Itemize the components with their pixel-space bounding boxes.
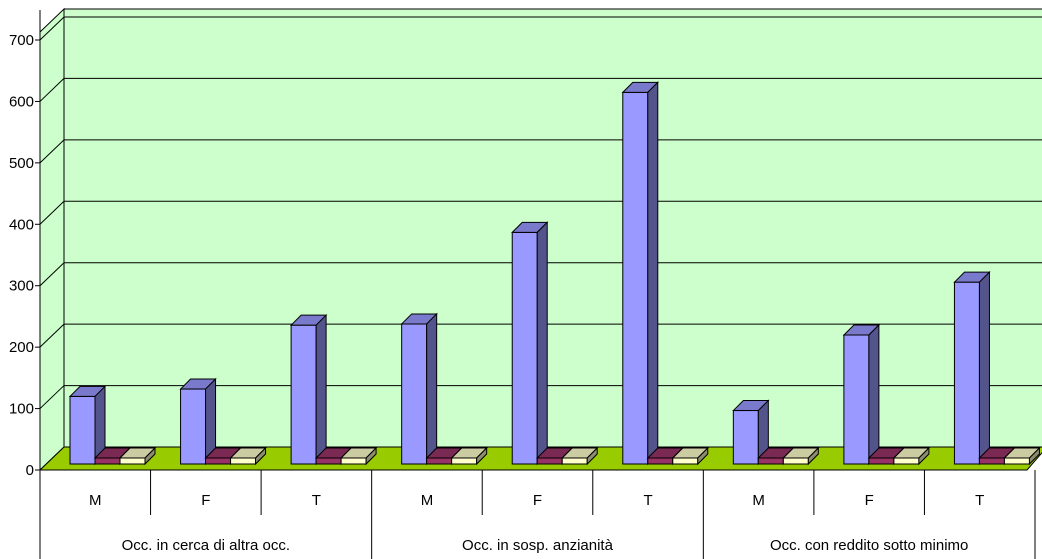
x-tick-label: T bbox=[643, 492, 652, 509]
bar-side bbox=[315, 313, 327, 466]
bar-front bbox=[893, 457, 920, 465]
bar-front bbox=[536, 457, 563, 465]
x-tick-label: F bbox=[865, 492, 874, 509]
bar-front bbox=[451, 457, 478, 465]
bar-side bbox=[365, 446, 377, 466]
y-tick-label: 600 bbox=[9, 93, 34, 110]
bar bbox=[953, 270, 991, 466]
x-tick-label: M bbox=[752, 492, 765, 509]
bar-front bbox=[315, 457, 342, 465]
x-axis: M F T M F T M F T Occ. in cerca di altra occ. Occ.… bbox=[39, 469, 1036, 559]
bar-side bbox=[426, 312, 438, 466]
bar-front bbox=[69, 395, 96, 465]
bar-front bbox=[205, 457, 232, 465]
bar-side bbox=[868, 323, 880, 466]
gridline bbox=[39, 16, 1042, 41]
bar bbox=[229, 446, 267, 466]
bar bbox=[732, 399, 770, 466]
bar-front bbox=[953, 281, 980, 465]
bar-front bbox=[94, 457, 121, 465]
bar bbox=[68, 385, 107, 466]
bar-front bbox=[401, 323, 428, 465]
bar-side bbox=[697, 446, 709, 466]
bar bbox=[450, 446, 488, 466]
gridlines bbox=[39, 16, 1042, 409]
bar bbox=[561, 446, 599, 466]
y-tick-label: 500 bbox=[9, 155, 34, 172]
y-tick-label: 100 bbox=[9, 401, 34, 418]
y-tick-label: 300 bbox=[9, 278, 34, 295]
bar-front bbox=[180, 388, 207, 465]
gridline bbox=[39, 200, 1042, 225]
bar-side bbox=[647, 81, 659, 466]
y-tick-label: 0 bbox=[26, 462, 34, 479]
bar bbox=[621, 81, 659, 466]
bar bbox=[842, 323, 881, 466]
y-axis: 0 100 200 300 400 500 600 700 bbox=[9, 10, 41, 479]
bar-front bbox=[868, 457, 895, 465]
bar bbox=[339, 446, 378, 466]
group-label: Occ. in cerca di altra occ. bbox=[122, 537, 290, 554]
bar-side bbox=[807, 446, 819, 466]
bar-side bbox=[1028, 446, 1040, 466]
bar-front bbox=[622, 91, 649, 465]
bar-front bbox=[647, 457, 674, 465]
group-label: Occ. con reddito sotto minimo bbox=[770, 537, 968, 554]
bar-front bbox=[978, 457, 1005, 465]
bar bbox=[400, 312, 438, 466]
x-tick-label: F bbox=[201, 492, 210, 509]
bar-front bbox=[843, 334, 870, 465]
bar-front bbox=[230, 457, 257, 465]
bar bbox=[671, 446, 709, 466]
bar-front bbox=[426, 457, 453, 465]
gridline bbox=[39, 262, 1042, 287]
bar-side bbox=[144, 446, 156, 466]
bar-front bbox=[290, 324, 317, 465]
x-tick-label: T bbox=[975, 492, 984, 509]
bars bbox=[68, 81, 1041, 466]
x-tick-label: F bbox=[533, 492, 542, 509]
gridline bbox=[39, 323, 1042, 348]
gridline bbox=[39, 385, 1042, 409]
bar-front bbox=[1003, 457, 1030, 465]
bar-front bbox=[732, 410, 759, 465]
x-tick-label: T bbox=[312, 492, 321, 509]
y-tick-label: 200 bbox=[9, 339, 34, 356]
bar bbox=[118, 446, 157, 466]
bar bbox=[782, 446, 820, 466]
bar-side bbox=[586, 446, 598, 466]
bar-front bbox=[561, 457, 588, 465]
y-tick-label: 700 bbox=[9, 32, 34, 49]
bar-front bbox=[757, 457, 784, 465]
bar-side bbox=[536, 221, 548, 466]
gridline bbox=[39, 139, 1042, 164]
group-label: Occ. in sosp. anzianità bbox=[462, 537, 614, 554]
bar-front bbox=[672, 457, 699, 465]
y-tick-label: 400 bbox=[9, 216, 34, 233]
bar-front bbox=[511, 231, 538, 465]
bar-front bbox=[340, 457, 367, 465]
bar bbox=[179, 377, 217, 466]
bar-side bbox=[978, 270, 990, 466]
bar-side bbox=[476, 446, 488, 466]
bar bbox=[511, 221, 549, 466]
bar-front bbox=[119, 457, 146, 465]
x-tick-label: M bbox=[89, 492, 102, 509]
bar bbox=[289, 313, 328, 466]
bar bbox=[892, 446, 931, 466]
x-tick-label: M bbox=[421, 492, 434, 509]
gridline bbox=[39, 77, 1042, 102]
bar-side bbox=[918, 446, 930, 466]
bar-side bbox=[255, 446, 267, 466]
side-wall bbox=[39, 7, 65, 472]
bar bbox=[1003, 446, 1041, 466]
bar-front bbox=[782, 457, 809, 465]
